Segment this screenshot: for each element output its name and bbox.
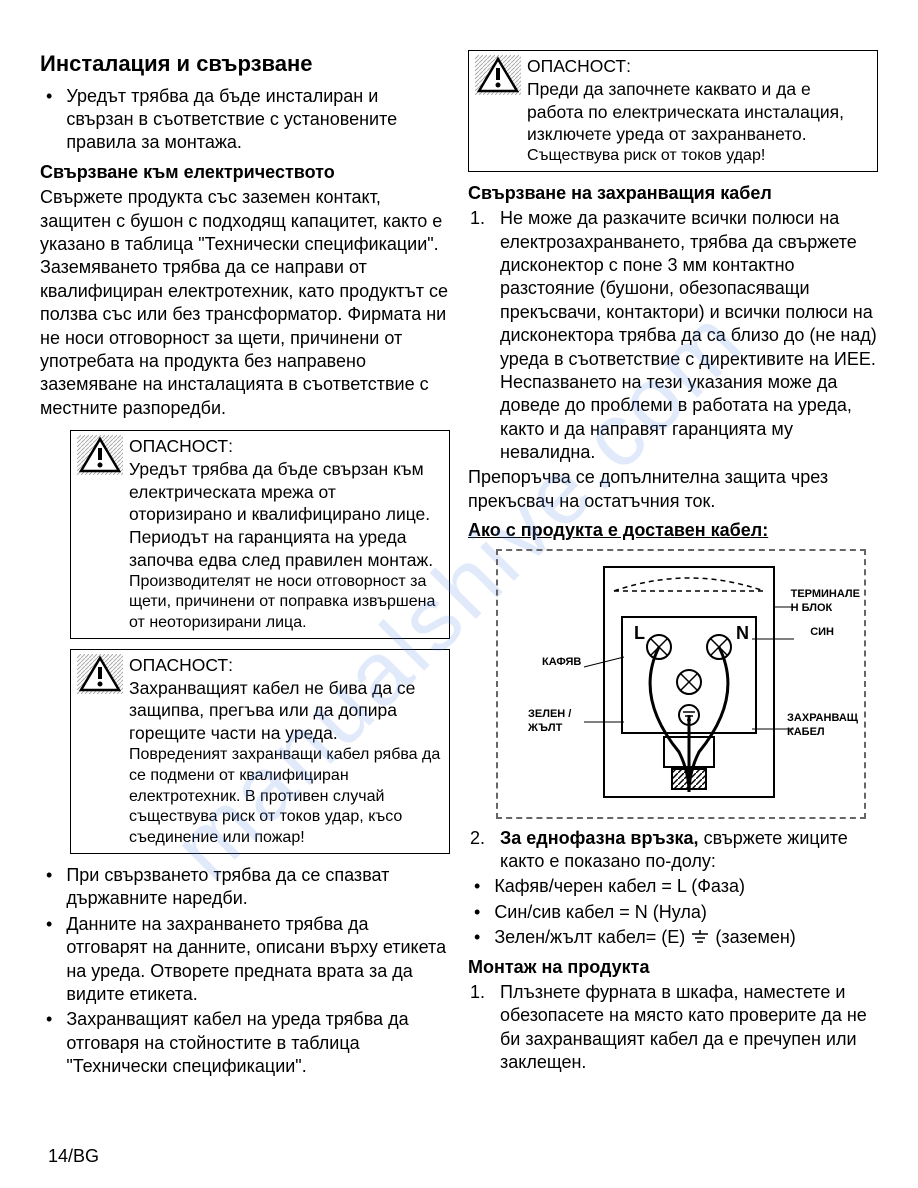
bullet-text: При свързването трябва да се спазват дър… [66, 864, 450, 911]
warning-sub: Повреденият захранващи кабел рябва да се… [129, 745, 443, 849]
warning-box: ОПАСНОСТ: Захранващият кабел не бива да … [70, 649, 450, 854]
right-column: ОПАСНОСТ: Преди да започнете каквато и д… [468, 50, 878, 1080]
warning-body: Захранващият кабел не бива да се защипва… [129, 677, 443, 745]
bold-span: За еднофазна връзка, [500, 828, 699, 848]
list-item: Захранващият кабел на уреда трябва да от… [46, 1008, 450, 1078]
list-item: За еднофазна връзка, свържете жиците как… [470, 827, 878, 874]
warning-icon [77, 654, 125, 849]
warning-text: ОПАСНОСТ: Уредът трябва да бъде свързан … [129, 435, 443, 634]
text-span: Зелен/жълт кабел= (E) [494, 927, 690, 947]
label-green-yellow: ЗЕЛЕН / ЖЪЛТ [528, 707, 571, 736]
list-item: Плъзнете фурната в шкафа, наместете и об… [470, 981, 878, 1075]
label-supply-cable: ЗАХРАНВАЩ КАБЕЛ [787, 711, 858, 740]
list-item: Уредът трябва да бъде инсталиран и свърз… [46, 85, 450, 155]
left-column: Инсталация и свързване Уредът трябва да … [40, 50, 450, 1080]
bullet-text: Син/сив кабел = N (Нула) [494, 901, 707, 924]
label-terminal-block: ТЕРМИНАЛЕ Н БЛОК [791, 587, 860, 616]
label-brown: КАФЯВ [542, 655, 581, 669]
warning-sub: Съществува риск от токов удар! [527, 146, 871, 167]
ol-text: Плъзнете фурната в шкафа, наместете и об… [500, 981, 878, 1075]
heading-mounting: Монтаж на продукта [468, 956, 878, 979]
paragraph: Препоръчва се допълнителна защита чрез п… [468, 466, 878, 513]
warning-title: ОПАСНОСТ: [129, 654, 443, 677]
warning-box: ОПАСНОСТ: Преди да започнете каквато и д… [468, 50, 878, 172]
warning-body: Преди да започнете каквато и да е работа… [527, 78, 871, 146]
warning-sub: Производителят не носи отговорност за ще… [129, 572, 443, 634]
ground-icon [690, 930, 710, 946]
list-item: При свързването трябва да се спазват дър… [46, 864, 450, 911]
label-blue: СИН [810, 625, 834, 639]
warning-text: ОПАСНОСТ: Преди да започнете каквато и д… [527, 55, 871, 167]
list-item: Кафяв/черен кабел = L (Фаза) [474, 875, 878, 898]
bullet-text: Зелен/жълт кабел= (E) (заземен) [494, 926, 795, 949]
warning-box: ОПАСНОСТ: Уредът трябва да бъде свързан … [70, 430, 450, 639]
warning-icon [77, 435, 125, 634]
page-footer: 14/BG [48, 1145, 99, 1168]
heading-installation: Инсталация и свързване [40, 50, 450, 79]
paragraph: Свържете продукта със заземен контакт, з… [40, 186, 450, 420]
warning-title: ОПАСНОСТ: [527, 55, 871, 78]
warning-text: ОПАСНОСТ: Захранващият кабел не бива да … [129, 654, 443, 849]
terminal-diagram: L N [496, 549, 866, 819]
bullet-text: Уредът трябва да бъде инсталиран и свърз… [66, 85, 450, 155]
heading-power-cable: Свързване на захранващия кабел [468, 182, 878, 205]
list-item: Не може да разкачите всички полюси на ел… [470, 207, 878, 464]
text-span: (заземен) [715, 927, 795, 947]
list-item: Данните на захранването трябва да отгова… [46, 913, 450, 1007]
heading-if-cable: Ако с продукта е доставен кабел: [468, 519, 878, 542]
ol-text: Не може да разкачите всички полюси на ел… [500, 207, 878, 464]
warning-icon [475, 55, 523, 167]
bullet-text: Данните на захранването трябва да отгова… [66, 913, 450, 1007]
heading-electrical: Свързване към електричеството [40, 161, 450, 184]
warning-body: Уредът трябва да бъде свързан към електр… [129, 458, 443, 572]
ol-text: За еднофазна връзка, свържете жиците как… [500, 827, 878, 874]
list-item: Зелен/жълт кабел= (E) (заземен) [474, 926, 878, 949]
bullet-text: Кафяв/черен кабел = L (Фаза) [494, 875, 745, 898]
warning-title: ОПАСНОСТ: [129, 435, 443, 458]
svg-text:L: L [634, 623, 645, 643]
page-content: Инсталация и свързване Уредът трябва да … [0, 0, 918, 1110]
svg-text:N: N [736, 623, 749, 643]
bullet-text: Захранващият кабел на уреда трябва да от… [66, 1008, 450, 1078]
list-item: Син/сив кабел = N (Нула) [474, 901, 878, 924]
